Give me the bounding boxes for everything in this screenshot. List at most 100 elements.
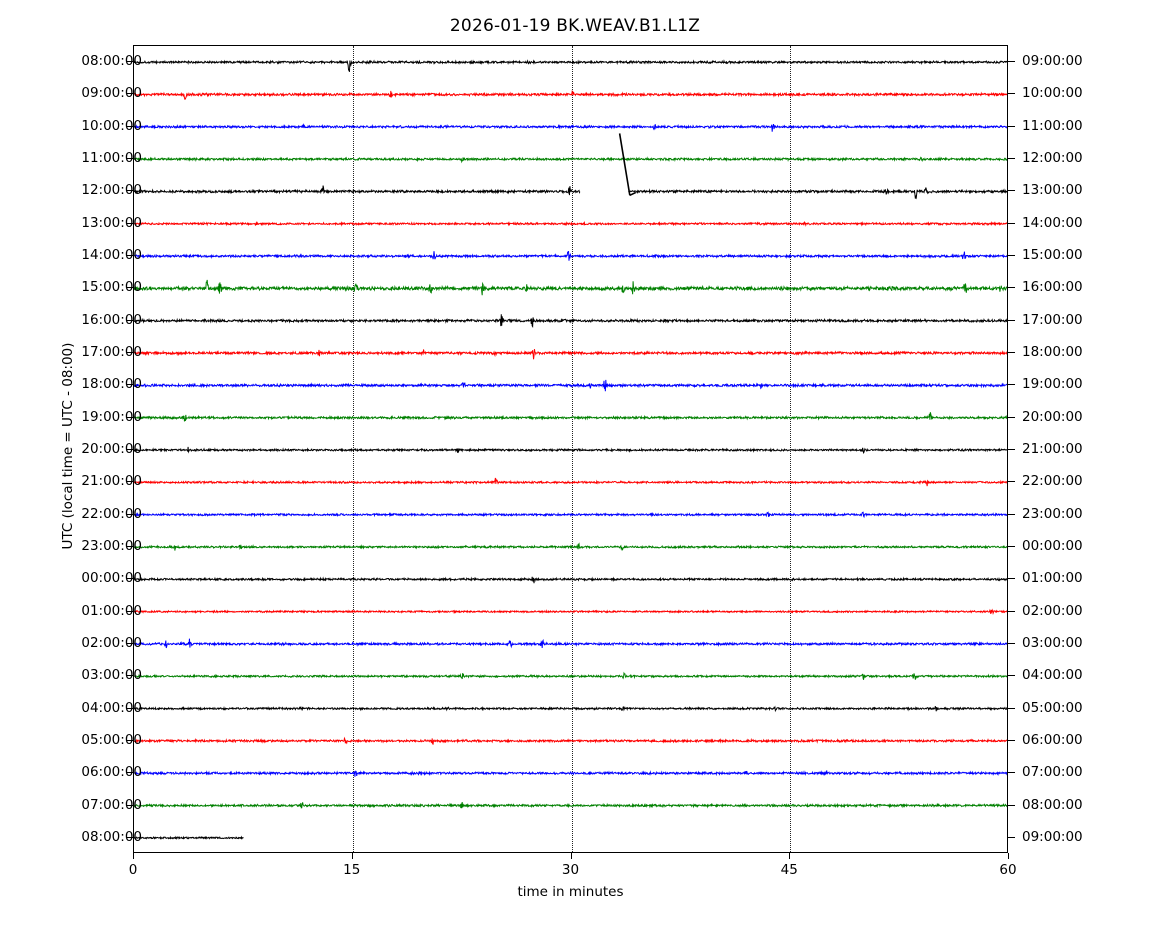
left-tick-label: 05:00:00 [81, 731, 142, 748]
left-tick-mark [126, 772, 133, 774]
right-tick-mark [1008, 287, 1015, 289]
plot-area [133, 45, 1008, 853]
right-tick-label: 13:00:00 [1022, 182, 1083, 199]
left-tick-label: 12:00:00 [81, 182, 142, 199]
right-tick-mark [1008, 255, 1015, 257]
left-tick-label: 20:00:00 [81, 441, 142, 457]
right-tick-label: 20:00:00 [1022, 408, 1083, 425]
left-tick-mark [126, 158, 133, 160]
right-tick-label: 10:00:00 [1022, 85, 1083, 102]
x-tick-mark [789, 853, 791, 859]
right-tick-mark [1008, 449, 1015, 450]
right-tick-mark [1008, 610, 1015, 612]
left-tick-label: 02:00:00 [81, 634, 142, 651]
x-tick-label: 30 [561, 862, 580, 878]
left-tick-label: 03:00:00 [81, 667, 142, 684]
trace-190000 [134, 412, 1007, 422]
left-tick-label: 09:00:00 [81, 85, 142, 102]
x-tick-mark [1008, 853, 1009, 859]
trace-070000 [134, 802, 1007, 809]
right-tick-label: 19:00:00 [1022, 376, 1083, 393]
trace-040000 [134, 705, 1007, 713]
left-tick-mark [126, 255, 133, 257]
right-tick-mark [1008, 93, 1015, 95]
right-tick-mark [1008, 836, 1015, 838]
left-tick-mark [126, 449, 133, 450]
right-tick-mark [1008, 772, 1015, 774]
left-tick-label: 04:00:00 [81, 699, 142, 716]
trace-080000 [134, 59, 1007, 72]
left-tick-mark [126, 190, 133, 192]
right-tick-label: 11:00:00 [1022, 117, 1083, 134]
left-tick-label: 19:00:00 [81, 408, 142, 425]
trace-100000 [134, 123, 1007, 132]
left-tick-mark [126, 578, 133, 580]
right-tick-label: 02:00:00 [1022, 602, 1083, 619]
left-tick-mark [126, 481, 133, 483]
x-tick-mark [570, 853, 572, 859]
left-tick-mark [126, 287, 133, 289]
left-tick-label: 10:00:00 [81, 117, 142, 134]
left-tick-mark [126, 836, 133, 838]
left-tick-mark [126, 804, 133, 806]
x-tick-mark [351, 853, 353, 859]
left-tick-mark [126, 675, 133, 677]
right-tick-label: 21:00:00 [1022, 441, 1083, 457]
left-tick-label: 17:00:00 [81, 344, 142, 361]
x-tick-label: 45 [780, 862, 798, 878]
right-tick-mark [1008, 222, 1015, 224]
x-tick-mark [133, 853, 134, 859]
page-title: 2026-01-19 BK.WEAV.B1.L1Z [449, 16, 701, 36]
trace-layer [134, 59, 1007, 840]
trace-140000 [134, 250, 1007, 261]
trace-130000 [134, 220, 1007, 227]
trace-090000 [134, 89, 1007, 100]
right-tick-label: 07:00:00 [1022, 764, 1083, 781]
right-tick-label: 15:00:00 [1022, 247, 1083, 264]
left-tick-label: 01:00:00 [81, 602, 142, 619]
right-tick-mark [1008, 804, 1015, 806]
right-tick-mark [1008, 707, 1015, 709]
trace-110000 [134, 156, 1007, 164]
left-tick-mark [126, 93, 133, 95]
x-axis-label: time in minutes [517, 884, 624, 900]
right-tick-mark [1008, 319, 1015, 321]
clipped-event-recovery [629, 191, 637, 197]
right-tick-mark [1008, 739, 1015, 741]
left-tick-mark [126, 642, 133, 644]
x-tick-label: 15 [343, 862, 361, 878]
right-tick-mark [1008, 190, 1015, 192]
left-tick-label: 14:00:00 [81, 247, 142, 264]
trace-020000 [134, 638, 1007, 649]
left-tick-label: 22:00:00 [81, 505, 142, 522]
right-tick-label: 06:00:00 [1022, 731, 1083, 748]
right-tick-mark [1008, 481, 1015, 483]
trace-200000 [134, 446, 1007, 455]
trace-220000 [134, 511, 1007, 519]
left-tick-mark [126, 513, 133, 515]
right-tick-label: 08:00:00 [1022, 796, 1083, 813]
left-tick-mark [126, 352, 133, 354]
right-tick-mark [1008, 675, 1015, 677]
left-tick-mark [126, 739, 133, 741]
trace-080000 [134, 835, 244, 840]
right-tick-label: 17:00:00 [1022, 311, 1083, 328]
left-tick-mark [126, 545, 133, 547]
right-tick-mark [1008, 125, 1015, 127]
left-tick-mark [126, 416, 133, 418]
left-tick-label: 13:00:00 [81, 214, 142, 231]
trace-230000 [134, 542, 1007, 551]
left-tick-label: 16:00:00 [81, 311, 142, 328]
trace-060000 [134, 770, 1007, 777]
left-tick-label: 08:00:00 [81, 828, 142, 845]
x-tick-label: 60 [999, 862, 1017, 878]
right-tick-label: 14:00:00 [1022, 214, 1083, 231]
left-tick-mark [126, 707, 133, 709]
right-tick-label: 09:00:00 [1022, 53, 1083, 70]
right-tick-mark [1008, 578, 1015, 580]
right-tick-mark [1008, 384, 1015, 386]
right-tick-mark [1008, 545, 1015, 547]
left-tick-mark [126, 610, 133, 612]
left-tick-mark [126, 222, 133, 224]
